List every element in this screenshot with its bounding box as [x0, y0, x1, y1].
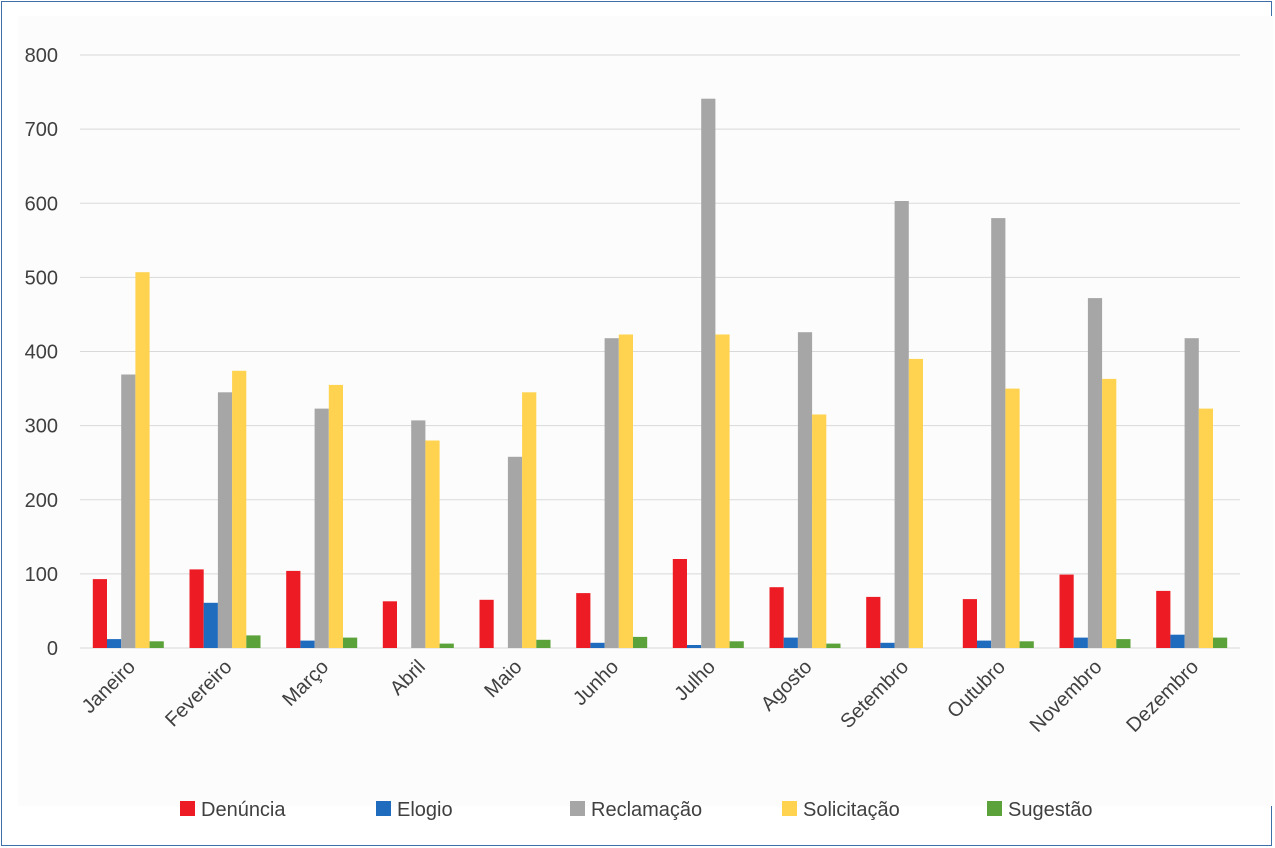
bar-denúncia — [962, 599, 977, 648]
bar-sugestão — [826, 643, 841, 648]
bar-solicitação — [425, 440, 440, 648]
bar-denúncia — [92, 579, 107, 648]
x-tick-label: Agosto — [757, 656, 817, 716]
bar-sugestão — [439, 643, 454, 648]
bar-sugestão — [1213, 637, 1228, 648]
legend-label: Sugestão — [1008, 799, 1093, 821]
bar-denúncia — [1059, 574, 1074, 648]
y-axis-ticks: 0 100 200 300 400 500 600 700 800 — [25, 45, 58, 660]
y-tick-label: 500 — [25, 267, 58, 289]
bar-denúncia — [576, 593, 591, 648]
bar-sugestão — [1019, 641, 1034, 648]
bar-reclamação — [507, 456, 523, 648]
bar-elogio — [590, 642, 605, 648]
x-tick-label: Dezembro — [1122, 656, 1203, 737]
bar-elogio — [300, 640, 315, 648]
y-tick-label: 400 — [25, 342, 58, 364]
bar-reclamação — [1087, 298, 1103, 648]
y-tick-label: 300 — [25, 416, 58, 438]
bar-sugestão — [536, 639, 551, 648]
legend-swatch — [782, 801, 797, 816]
legend-label: Reclamação — [591, 799, 702, 821]
legend-item: Solicitação — [782, 799, 900, 821]
legend-item: Denúncia — [180, 799, 286, 821]
bar-reclamação — [797, 332, 813, 648]
legend-swatch — [180, 801, 195, 816]
bar-solicitação — [135, 272, 150, 648]
x-tick-label: Janeiro — [78, 656, 140, 718]
x-tick-label: Maio — [480, 656, 526, 702]
x-tick-label: Fevereiro — [161, 656, 236, 731]
bar-series — [92, 98, 1228, 648]
bar-solicitação — [1198, 408, 1213, 648]
bar-solicitação — [522, 392, 537, 648]
bar-sugestão — [1116, 639, 1131, 648]
bar-denúncia — [479, 599, 494, 648]
bar-reclamação — [411, 420, 426, 648]
y-tick-label: 200 — [25, 490, 58, 512]
x-tick-label: Novembro — [1026, 656, 1107, 737]
legend-swatch — [570, 801, 585, 816]
bar-solicitação — [715, 334, 730, 648]
x-tick-label: Julho — [671, 656, 720, 705]
bar-solicitação — [908, 358, 923, 648]
bar-reclamação — [314, 408, 329, 648]
y-tick-label: 800 — [25, 45, 58, 67]
legend-label: Elogio — [397, 799, 453, 821]
bar-elogio — [977, 640, 992, 648]
bar-denúncia — [382, 601, 397, 648]
y-tick-label: 100 — [25, 564, 58, 586]
bar-solicitação — [232, 370, 247, 648]
legend-label: Denúncia — [201, 799, 286, 821]
y-tick-label: 0 — [47, 638, 58, 660]
x-tick-label: Junho — [569, 656, 623, 710]
x-tick-label: Outubro — [943, 656, 1010, 723]
x-tick-label: Setembro — [836, 656, 913, 733]
bar-elogio — [203, 602, 218, 648]
bar-reclamação — [991, 218, 1006, 648]
bar-reclamação — [701, 98, 716, 648]
x-axis-ticks: Janeiro Fevereiro Março Abril Maio Junho Julho… — [78, 656, 1203, 737]
bar-reclamação — [894, 201, 909, 648]
legend-label: Solicitação — [803, 799, 900, 821]
bar-sugestão — [343, 637, 358, 648]
bar-reclamação — [1184, 338, 1199, 648]
bar-denúncia — [672, 559, 687, 648]
bar-elogio — [1170, 634, 1185, 648]
legend-swatch — [376, 801, 391, 816]
legend: Denúncia Elogio Reclamação Solicitação Suges… — [180, 799, 1093, 821]
bar-reclamação — [121, 374, 136, 648]
bar-solicitação — [328, 384, 343, 648]
bar-sugestão — [633, 636, 648, 648]
bar-reclamação — [604, 338, 619, 648]
bar-elogio — [1073, 637, 1088, 648]
y-tick-label: 600 — [25, 193, 58, 215]
legend-item: Elogio — [376, 799, 453, 821]
bar-denúncia — [189, 569, 204, 648]
y-tick-label: 700 — [25, 119, 58, 141]
x-tick-label: Março — [278, 656, 333, 711]
bar-sugestão — [729, 641, 744, 648]
bar-solicitação — [618, 334, 633, 648]
bar-denúncia — [866, 596, 881, 648]
legend-swatch — [987, 801, 1002, 816]
bar-elogio — [880, 642, 895, 648]
bar-denúncia — [286, 570, 301, 648]
x-tick-label: Abril — [386, 656, 430, 700]
bar-solicitação — [1102, 378, 1117, 648]
bar-elogio — [687, 645, 702, 648]
bar-elogio — [107, 639, 122, 648]
legend-item: Sugestão — [987, 799, 1093, 821]
bar-denúncia — [769, 587, 784, 648]
bar-sugestão — [246, 635, 261, 648]
gridlines — [80, 54, 1240, 649]
bar-solicitação — [812, 414, 827, 648]
bar-sugestão — [149, 641, 164, 648]
legend-item: Reclamação — [570, 799, 702, 821]
bar-solicitação — [1005, 388, 1020, 648]
bar-denúncia — [1156, 590, 1171, 648]
bar-reclamação — [217, 392, 233, 648]
bar-elogio — [783, 637, 798, 648]
